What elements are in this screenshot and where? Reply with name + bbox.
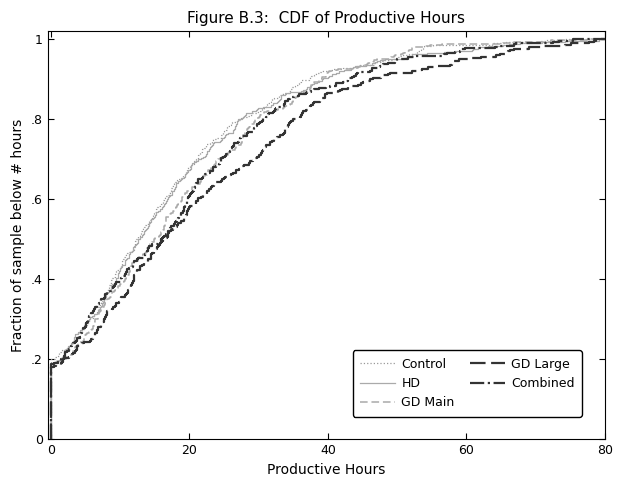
X-axis label: Productive Hours: Productive Hours bbox=[267, 463, 386, 477]
Title: Figure B.3:  CDF of Productive Hours: Figure B.3: CDF of Productive Hours bbox=[187, 11, 466, 26]
Legend: Control, HD, GD Main, GD Large, Combined: Control, HD, GD Main, GD Large, Combined bbox=[353, 350, 582, 417]
Y-axis label: Fraction of sample below # hours: Fraction of sample below # hours bbox=[11, 119, 25, 352]
